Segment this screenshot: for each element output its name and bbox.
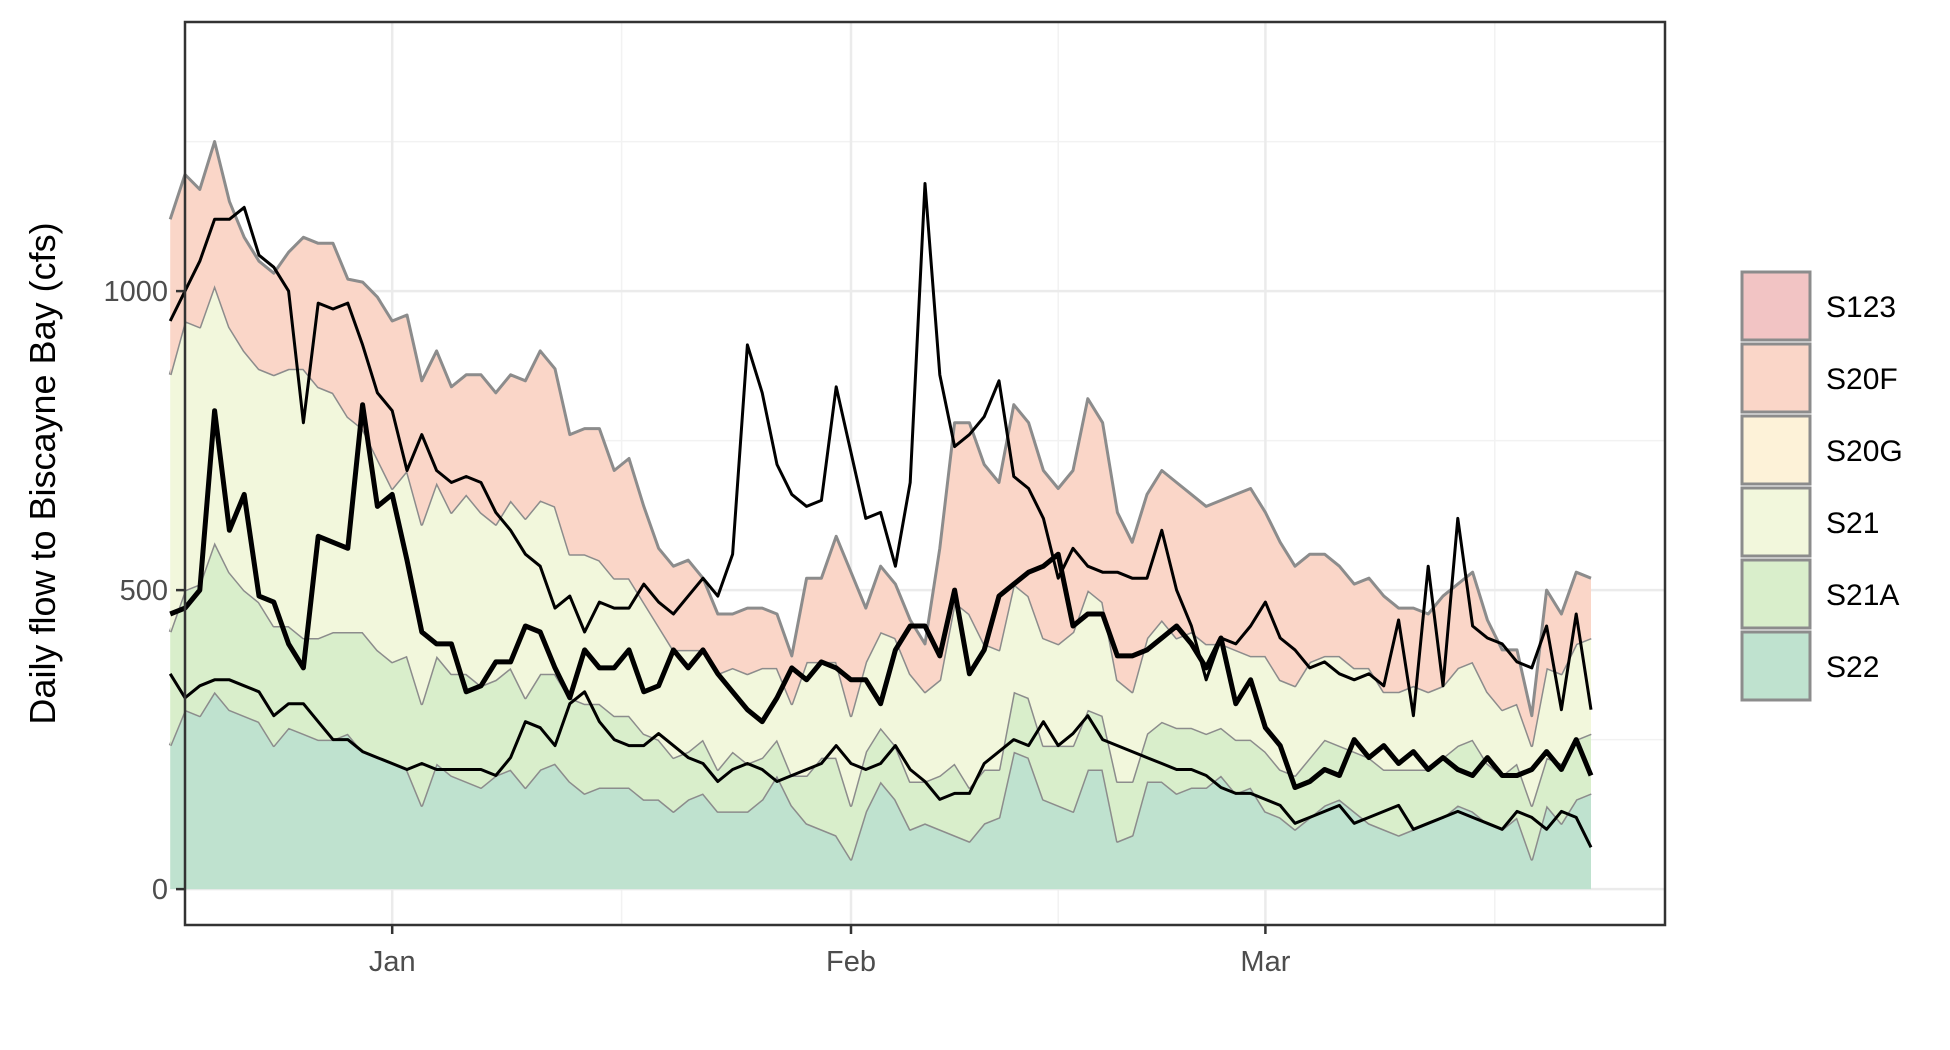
overlay-line-2 (168, 182, 1593, 718)
legend-label-s123: S123 (1826, 291, 1896, 324)
legend-swatch-s20g (1740, 414, 1812, 486)
legend: S123 S20F S20G S21 S21A S22 (1740, 270, 1903, 702)
x-tick-label: Jan (369, 946, 416, 978)
legend-swatch-s21a (1740, 558, 1812, 630)
x-tick-label: Mar (1240, 946, 1290, 978)
legend-label-s21a: S21A (1826, 579, 1899, 612)
y-axis-title: Daily flow to Biscayne Bay (cfs) (22, 222, 63, 724)
legend-swatch-s123 (1740, 270, 1812, 342)
overlay-line-1 (169, 402, 1594, 790)
area-s20f (170, 141, 1592, 746)
legend-label-s21: S21 (1826, 507, 1879, 540)
legend-label-s20f: S20F (1826, 363, 1898, 396)
legend-swatch-s22 (1740, 630, 1812, 702)
x-tick-label: Feb (826, 946, 876, 978)
y-tick-label: 0 (152, 874, 168, 906)
y-tick-label: 1000 (103, 276, 168, 308)
plot-panel-border (183, 20, 1667, 927)
area-s21a (170, 542, 1592, 860)
axes: 0 500 1000 Jan Feb Mar (103, 276, 1290, 978)
legend-swatch-s21 (1740, 486, 1812, 558)
overlay-line-3 (168, 673, 1593, 848)
overlay-lines (168, 182, 1594, 848)
y-tick-label: 500 (120, 575, 168, 607)
area-s21 (170, 285, 1592, 806)
stacked-areas (168, 140, 1592, 890)
legend-label-s20g: S20G (1826, 435, 1903, 468)
area-s22 (170, 691, 1592, 890)
area-outline-s20f (168, 140, 1592, 718)
legend-label-s22: S22 (1826, 651, 1879, 684)
legend-swatch-s20f (1740, 342, 1812, 414)
